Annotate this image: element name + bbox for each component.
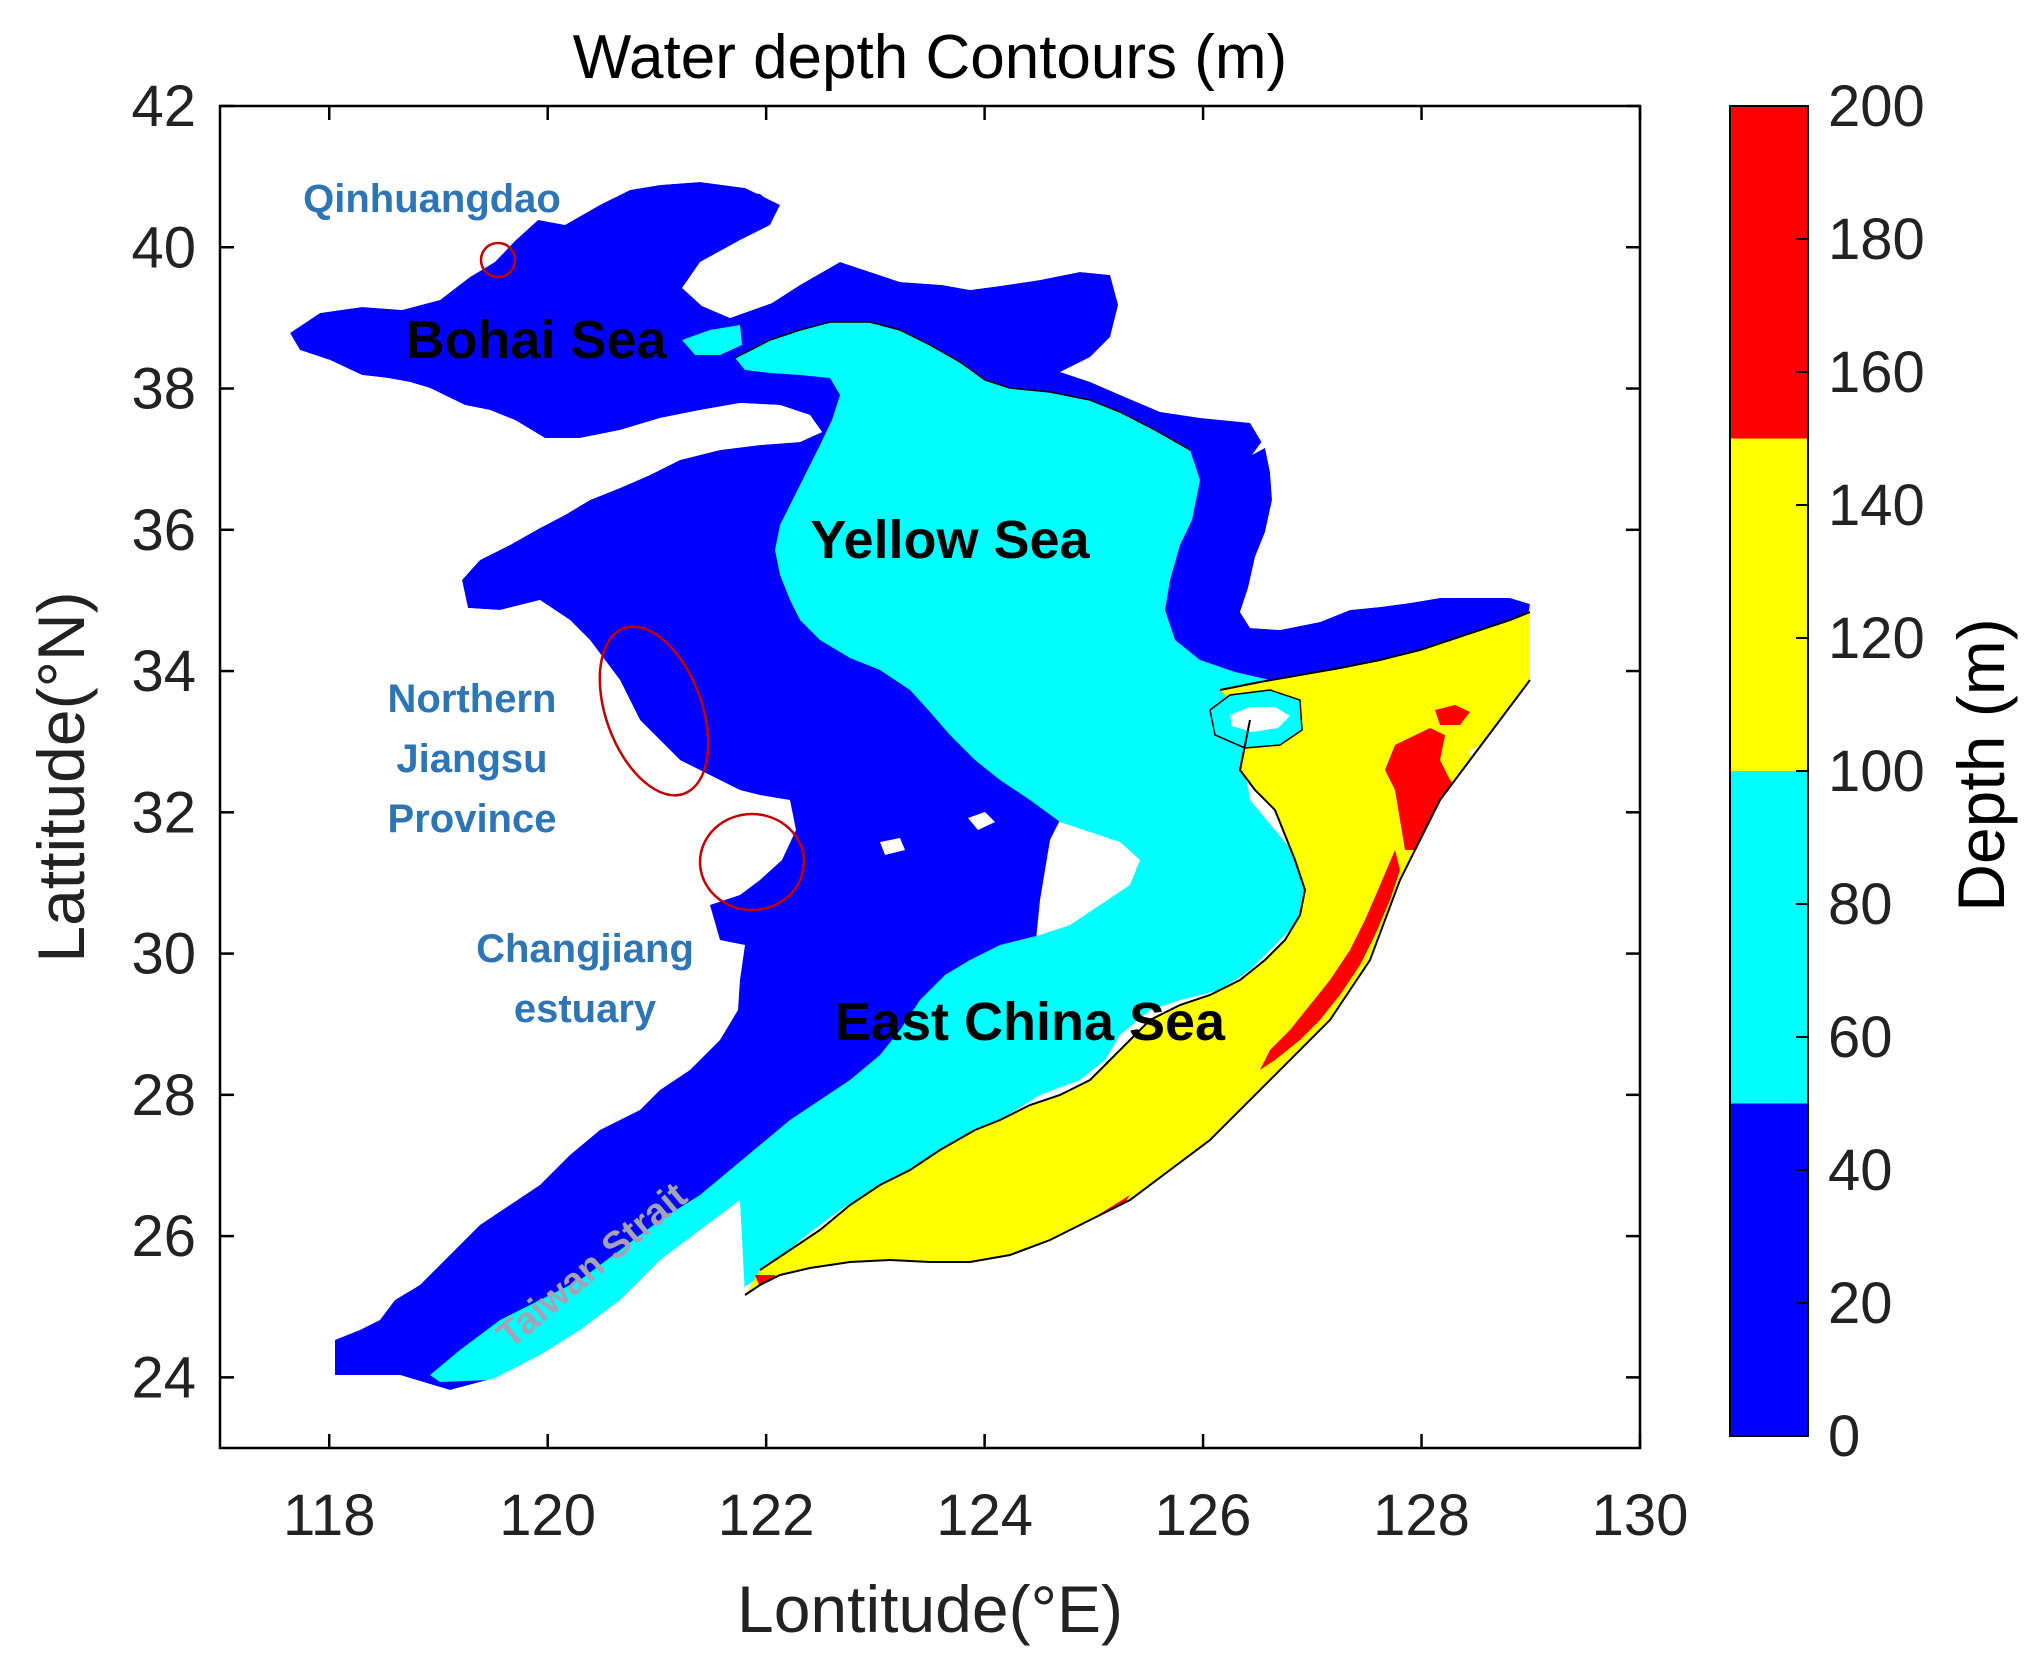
colorbar-tick-label: 100 xyxy=(1828,739,1925,804)
x-tick-label: 118 xyxy=(283,1483,375,1548)
y-tick-label: 42 xyxy=(131,74,196,139)
y-tick-label: 32 xyxy=(131,780,196,845)
colorbar-ticks: 0 20 40 60 80 100 120 140 160 180 200 xyxy=(1796,74,1925,1469)
y-tick-label: 24 xyxy=(131,1345,196,1410)
colorbar-tick-label: 180 xyxy=(1828,207,1925,272)
label-jiangsu-line3: Province xyxy=(388,797,557,841)
y-axis: 24 26 28 30 32 34 36 38 40 42 xyxy=(131,74,1640,1410)
island-small-3 xyxy=(880,838,905,855)
y-tick-label: 36 xyxy=(131,498,196,563)
x-tick-label: 126 xyxy=(1155,1483,1252,1548)
land-jiangsu-coast xyxy=(220,600,750,1340)
x-axis: 118 120 122 124 126 128 130 xyxy=(283,106,1688,1548)
label-changjiang-line1: Changjiang xyxy=(476,927,694,971)
plot-frame xyxy=(218,104,1642,1450)
colorbar-tick-label: 120 xyxy=(1828,606,1925,671)
colorbar-tick-label: 20 xyxy=(1828,1271,1893,1336)
colorbar-band xyxy=(1730,771,1808,1104)
contour-line-coast xyxy=(744,679,1531,1296)
y-axis-label: Lattitude(°N) xyxy=(24,591,98,962)
colorbar-tick-label: 40 xyxy=(1828,1138,1893,1203)
land-liaoning xyxy=(682,195,1110,318)
mid-depth-region xyxy=(430,322,1310,1382)
bohai-strait-mid-region xyxy=(682,325,742,355)
land-korea xyxy=(1110,106,1530,630)
y-tick-label: 34 xyxy=(131,639,196,704)
colorbar-band xyxy=(1730,1103,1808,1436)
x-tick-label: 120 xyxy=(499,1483,596,1548)
colorbar-label: Depth (m) xyxy=(1944,618,2018,911)
y-tick-label: 30 xyxy=(131,922,196,987)
colorbar-tick-label: 140 xyxy=(1828,473,1925,538)
colorbar-bands xyxy=(1730,106,1808,1436)
label-changjiang-line2: estuary xyxy=(514,987,657,1031)
y-tick-label: 40 xyxy=(131,215,196,280)
changjiang-ellipse xyxy=(698,812,806,912)
x-tick-label: 124 xyxy=(936,1483,1033,1548)
x-tick-label: 130 xyxy=(1592,1483,1689,1548)
land-shandong xyxy=(462,403,822,560)
marker-group xyxy=(479,241,806,912)
deepest-region-east xyxy=(1435,705,1470,725)
contour-line-50m xyxy=(734,321,1191,451)
x-tick-label: 128 xyxy=(1373,1483,1470,1548)
map-area xyxy=(218,104,1642,1450)
contour-line-100m xyxy=(1219,611,1531,691)
colorbar-tick-label: 80 xyxy=(1828,872,1893,937)
label-bohai-sea: Bohai Sea xyxy=(405,310,667,370)
island-small-2 xyxy=(968,812,995,830)
colorbar: 0 20 40 60 80 100 120 140 160 180 200 Depth (m) xyxy=(1729,74,2018,1469)
y-tick-label: 28 xyxy=(131,1063,196,1128)
label-qinhuangdao: Qinhuangdao xyxy=(303,177,561,221)
x-axis-label: Lontitude(°E) xyxy=(737,1572,1123,1646)
land-fujian xyxy=(220,680,1530,1448)
colorbar-tick-label: 0 xyxy=(1828,1404,1860,1469)
label-jiangsu-line1: Northern xyxy=(388,677,557,721)
qinhuangdao-circle xyxy=(479,241,517,279)
label-yellow-sea: Yellow Sea xyxy=(810,510,1090,570)
liaodong-bay-region xyxy=(480,182,780,318)
colorbar-tick-label: 200 xyxy=(1828,74,1925,139)
jiangsu-ellipse xyxy=(598,625,710,797)
x-tick-label: 122 xyxy=(718,1483,815,1548)
shallow-water-region xyxy=(290,190,1530,1390)
deep-region xyxy=(745,612,1530,1295)
y-tick-label: 26 xyxy=(131,1204,196,1269)
island-jeju-inner xyxy=(1230,707,1290,732)
colorbar-band xyxy=(1730,438,1808,771)
land-north-china xyxy=(220,106,780,620)
map-title: Water depth Contours (m) xyxy=(573,23,1287,92)
contour-line-100m-south xyxy=(759,719,1307,1271)
y-tick-label: 38 xyxy=(131,357,196,422)
colorbar-tick-label: 60 xyxy=(1828,1005,1893,1070)
colorbar-band xyxy=(1730,106,1808,439)
deepest-region-rim xyxy=(1260,850,1400,1070)
label-east-china-sea: East China Sea xyxy=(835,992,1226,1052)
colorbar-tick-label: 160 xyxy=(1828,340,1925,405)
label-jiangsu-line2: Jiangsu xyxy=(396,737,547,781)
